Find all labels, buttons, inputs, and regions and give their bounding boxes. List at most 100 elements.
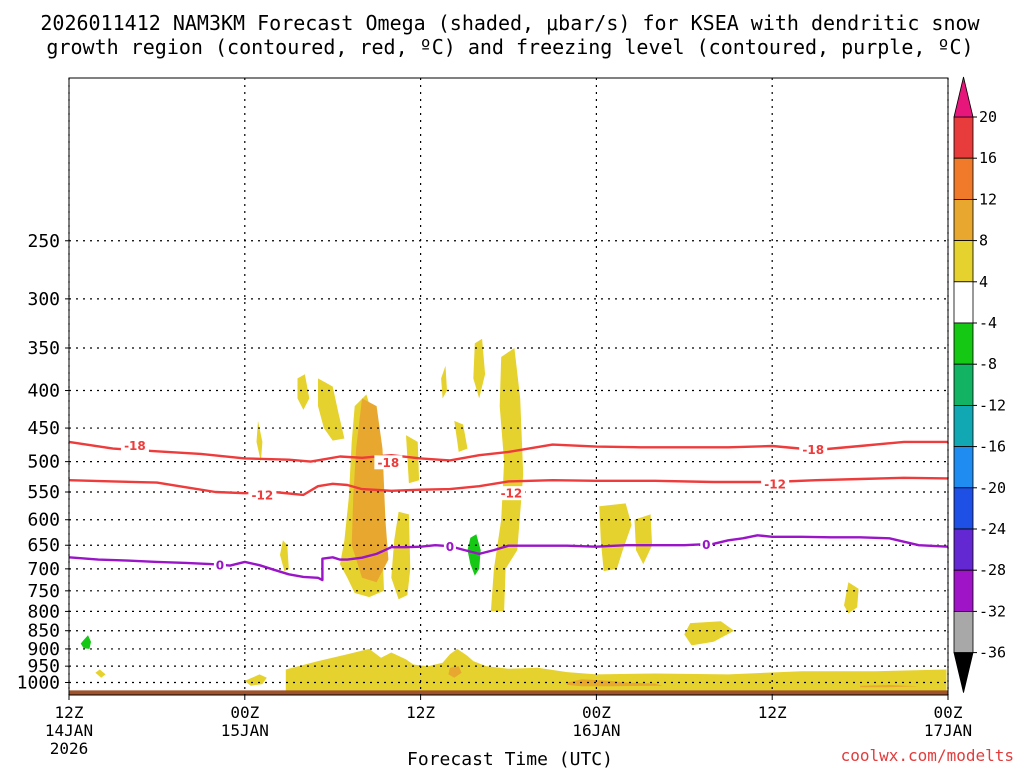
- colorbar-label-7: -12: [979, 396, 1006, 414]
- colorbar: 20 16 12 8 4 -4 -8 -12 -16 -20 -24 -28 -32 -36: [953, 76, 1006, 693]
- y-tick-label-750: 750: [27, 581, 60, 602]
- x-tick-label-3-1: 00Z: [582, 703, 611, 722]
- x-tick-label-5-2: 17JAN: [924, 721, 972, 740]
- colorbar-label-4: 4: [979, 273, 988, 291]
- omega-region-22: [80, 635, 91, 649]
- y-tick-label-250: 250: [27, 231, 60, 252]
- contour-label-1-2: -12: [764, 477, 786, 491]
- y-tick-label-700: 700: [27, 559, 60, 580]
- colorbar-label-2: 12: [979, 190, 997, 208]
- omega-region-20: [567, 679, 663, 687]
- credit-text[interactable]: coolwx.com/modelts: [841, 746, 1014, 765]
- colorbar-bin-3: [953, 240, 974, 283]
- y-tick-label-900: 900: [27, 639, 60, 660]
- colorbar-bin-11: [953, 569, 974, 612]
- chart-title-line-1: 2026011412 NAM3KM Forecast Omega (shaded…: [40, 11, 980, 35]
- colorbar-label-8: -16: [979, 438, 1006, 456]
- x-tick-label-0-1: 12Z: [55, 703, 84, 722]
- contour-label-bg-2-2: [700, 537, 713, 552]
- contour-label-bg-2-0: [213, 558, 226, 573]
- x-tick-label-0-3: 2026: [50, 739, 89, 758]
- y-tick-label-400: 400: [27, 381, 60, 402]
- colorbar-bin-9: [953, 487, 974, 530]
- contour-label-0-2: -18: [378, 456, 400, 470]
- omega-region-16: [244, 674, 267, 686]
- colorbar-label-11: -28: [979, 561, 1006, 579]
- colorbar-bin-2: [953, 198, 974, 241]
- colorbar-bin-10: [953, 528, 974, 571]
- contour-line-2: [68, 534, 949, 582]
- colorbar-bin-1: [953, 157, 974, 200]
- omega-region-13: [634, 514, 653, 565]
- x-tick-label-4-1: 12Z: [758, 703, 787, 722]
- contour-label-0-1: -18: [802, 443, 824, 457]
- contour-label-1-1: -12: [501, 487, 523, 501]
- y-axis: 2503003504004505005506006507007508008509…: [17, 231, 69, 694]
- colorbar-bin-6: [953, 363, 974, 406]
- contour-label-2-0: 0: [216, 559, 224, 573]
- y-tick-label-1000: 1000: [17, 673, 60, 694]
- contour-line-0: [68, 440, 948, 463]
- colorbar-label-3: 8: [979, 232, 988, 250]
- omega-region-3: [297, 374, 310, 410]
- temperature-contours: -18 -18 -18 -12 -12 -12 0 0 0: [68, 438, 949, 582]
- omega-shading: [80, 338, 947, 692]
- colorbar-bin-4: [953, 281, 974, 324]
- omega-region-21: [860, 685, 919, 688]
- colorbar-label-0: 20: [979, 108, 997, 126]
- omega-region-7: [406, 435, 420, 484]
- x-tick-label-1-1: 00Z: [230, 703, 259, 722]
- contour-label-0-0: -18: [124, 439, 146, 453]
- colorbar-label-12: -32: [979, 602, 1006, 620]
- y-tick-label-500: 500: [27, 452, 60, 473]
- contour-label-2-2: 0: [702, 538, 710, 552]
- colorbar-label-13: -36: [979, 644, 1006, 662]
- omega-region-17: [285, 648, 947, 692]
- colorbar-bin-8: [953, 446, 974, 489]
- omega-region-19: [448, 666, 462, 678]
- colorbar-bin-5: [953, 322, 974, 365]
- y-tick-label-950: 950: [27, 656, 60, 677]
- contour-label-bg-1-2: [761, 476, 790, 491]
- omega-region-14: [684, 621, 735, 646]
- omega-region-4: [318, 378, 345, 441]
- x-tick-label-0-2: 14JAN: [45, 721, 93, 740]
- contour-label-1-0: -12: [252, 488, 274, 502]
- omega-region-12: [599, 503, 632, 572]
- omega-region-2: [280, 540, 289, 572]
- contour-label-bg-1-1: [497, 486, 526, 501]
- colorbar-label-9: -20: [979, 479, 1006, 497]
- x-tick-label-3-2: 16JAN: [572, 721, 620, 740]
- contour-label-bg-1-0: [248, 487, 277, 502]
- y-tick-label-600: 600: [27, 510, 60, 531]
- y-tick-label-350: 350: [27, 338, 60, 359]
- y-tick-label-800: 800: [27, 601, 60, 622]
- ground-layer: [69, 690, 948, 695]
- contour-label-bg-0-0: [120, 438, 149, 453]
- omega-region-15: [844, 582, 859, 614]
- y-tick-label-550: 550: [27, 482, 60, 503]
- omega-region-23: [467, 534, 481, 576]
- omega-region-10: [473, 338, 486, 399]
- plot-frame: [68, 77, 949, 696]
- contour-label-bg-0-1: [799, 442, 828, 457]
- colorbar-label-6: -8: [979, 355, 997, 373]
- colorbar-label-5: -4: [979, 314, 997, 332]
- contour-label-bg-2-1: [443, 539, 456, 554]
- colorbar-label-10: -24: [979, 520, 1006, 538]
- contour-label-2-1: 0: [446, 540, 454, 554]
- chart-title-line-2: growth region (contoured, red, ºC) and f…: [46, 35, 973, 59]
- y-tick-label-650: 650: [27, 535, 60, 556]
- y-tick-label-300: 300: [27, 289, 60, 310]
- colorbar-label-1: 16: [979, 149, 997, 167]
- contour-label-bg-0-2: [374, 455, 403, 470]
- omega-region-0: [95, 669, 106, 678]
- x-tick-label-5-1: 00Z: [934, 703, 963, 722]
- omega-region-11: [490, 348, 524, 612]
- colorbar-bin-7: [953, 404, 974, 447]
- colorbar-top-arrow: [953, 76, 974, 118]
- colorbar-bin-12: [953, 611, 974, 654]
- x-tick-label-1-2: 15JAN: [221, 721, 269, 740]
